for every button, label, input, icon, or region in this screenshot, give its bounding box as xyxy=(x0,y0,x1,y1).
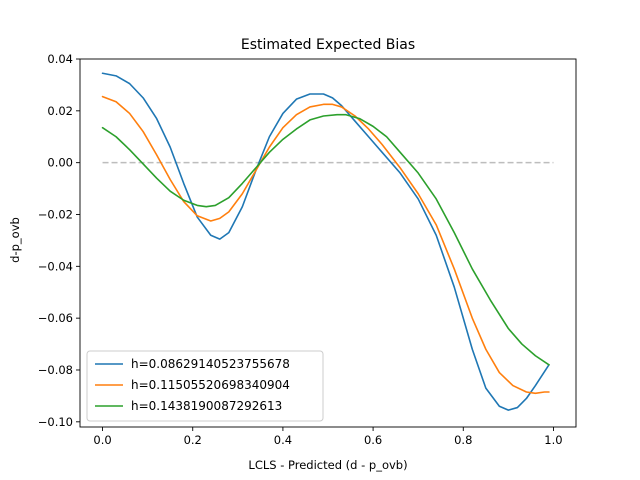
y-tick-label: 0.04 xyxy=(47,52,73,66)
series-layer xyxy=(101,72,550,411)
chart-title: Estimated Expected Bias xyxy=(241,37,415,53)
y-tick-label: 0.02 xyxy=(47,104,73,118)
y-tick-label: 0.00 xyxy=(47,156,73,170)
legend-label-1: h=0.08629140523755678 xyxy=(131,357,290,371)
x-tick-label: 0.8 xyxy=(454,433,472,447)
x-tick-label: 0.4 xyxy=(274,433,292,447)
series-line-2 xyxy=(101,95,550,395)
x-tick-label: 0.0 xyxy=(93,433,111,447)
legend-label-2: h=0.11505520698340904 xyxy=(131,378,290,392)
x-tick-label: 0.2 xyxy=(184,433,202,447)
y-axis: −0.10 −0.08 −0.06 −0.04 −0.02 0.00 0.02 0.04 xyxy=(38,52,80,429)
legend-box xyxy=(86,350,324,422)
legend: h=0.08629140523755678 h=0.115055206983409… xyxy=(86,350,324,422)
x-axis: 0.0 0.2 0.4 0.6 0.8 1.0 xyxy=(93,427,563,447)
y-tick-label: −0.08 xyxy=(38,363,73,377)
y-tick-label: −0.04 xyxy=(38,259,73,273)
x-axis-label: LCLS - Predicted (d - p_ovb) xyxy=(248,458,407,472)
y-tick-label: −0.06 xyxy=(38,311,73,325)
y-tick-label: −0.10 xyxy=(38,415,73,429)
y-axis-label: d-p_ovb xyxy=(8,217,22,263)
legend-label-3: h=0.1438190087292613 xyxy=(131,399,282,413)
x-tick-label: 1.0 xyxy=(544,433,562,447)
series-line-3 xyxy=(101,113,550,366)
x-tick-label: 0.6 xyxy=(364,433,382,447)
plot-area-frame xyxy=(79,58,577,428)
series-line-1 xyxy=(101,72,550,411)
y-tick-label: −0.02 xyxy=(38,207,73,221)
